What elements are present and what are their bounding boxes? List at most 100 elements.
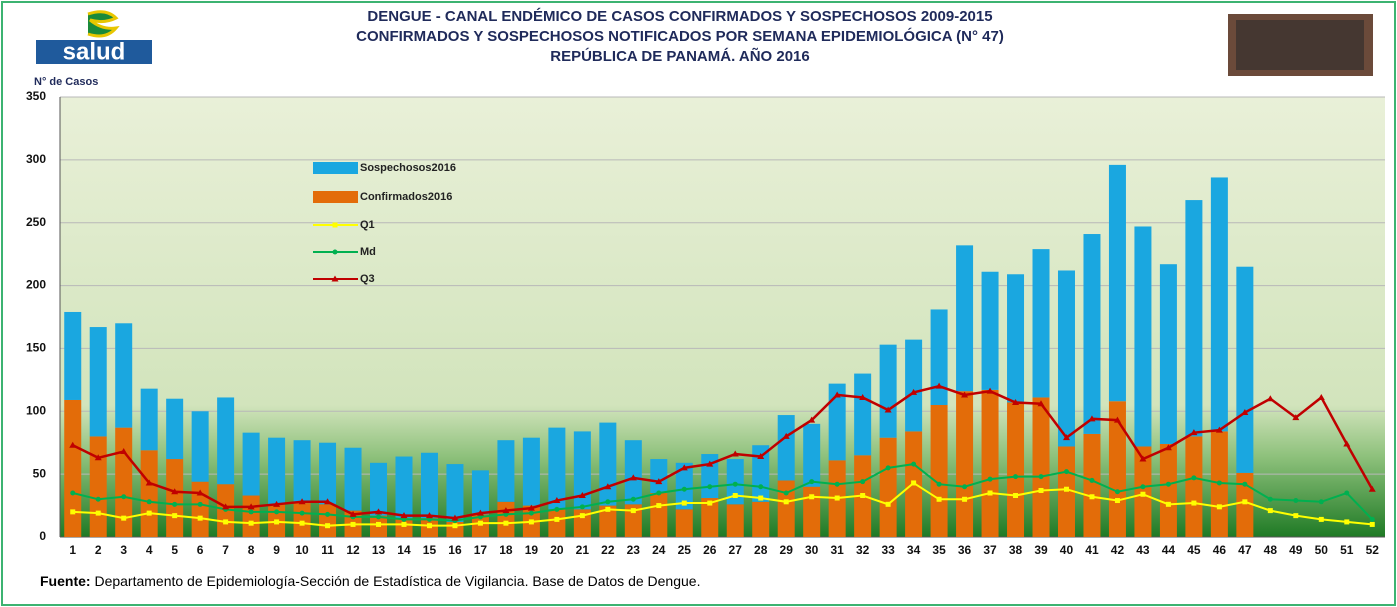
point [962,484,967,489]
bar [1083,234,1100,434]
bar [803,487,820,537]
bar [548,509,565,537]
x-tick-label: 20 [550,543,564,557]
bar [676,509,693,537]
bar [319,504,336,537]
point [333,250,338,255]
point [333,223,338,228]
bar [1236,267,1253,473]
bar [64,400,81,537]
x-tick-label: 14 [397,543,411,557]
point [1268,508,1273,513]
legend-label: Sospechosos2016 [360,162,456,174]
point [1039,488,1044,493]
point [401,522,406,527]
bar [90,327,107,436]
point [529,511,534,516]
source-label: Fuente: [40,573,91,589]
x-tick-label: 30 [805,543,819,557]
bar [166,399,183,459]
bar [982,390,999,537]
point [631,497,636,502]
bar [497,502,514,537]
x-tick-label: 35 [932,543,946,557]
legend-label: Md [360,246,376,258]
point [325,512,330,517]
point [1166,482,1171,487]
point [1319,517,1324,522]
bar [880,438,897,537]
y-axis-label: N° de Casos [34,76,98,88]
bar [1033,397,1050,537]
bar [497,440,514,502]
bar [1160,444,1177,537]
bar [523,438,540,506]
point [784,499,789,504]
bar [625,440,642,504]
point [249,509,254,514]
x-tick-label: 11 [321,543,334,557]
point [274,519,279,524]
bar [294,440,311,503]
x-tick-label: 28 [754,543,768,557]
point [1344,519,1349,524]
point [121,516,126,521]
bar [752,502,769,537]
y-tick-label: 0 [39,529,46,543]
bar [1134,226,1151,446]
point [835,482,840,487]
point [733,482,738,487]
bar [905,340,922,432]
bar [370,463,387,516]
bar [192,411,209,481]
x-tick-label: 49 [1289,543,1303,557]
point [656,491,661,496]
legend-label: Q3 [360,273,375,285]
logo-text: salud [63,38,126,65]
bar [650,459,667,493]
x-tick-label: 44 [1162,543,1176,557]
bar [599,423,616,506]
chart-title: REPÚBLICA DE PANAMÁ. AÑO 2016 [550,47,809,65]
point [198,502,203,507]
point [1013,474,1018,479]
point [1370,522,1375,527]
bar [1185,436,1202,537]
point [1140,492,1145,497]
point [1242,499,1247,504]
x-tick-label: 12 [346,543,360,557]
bar [395,457,412,519]
bar [854,374,871,456]
point [580,504,585,509]
bar [294,503,311,537]
point [1217,504,1222,509]
point [351,522,356,527]
x-tick-label: 47 [1238,543,1252,557]
x-tick-label: 9 [273,543,280,557]
x-tick-label: 18 [499,543,513,557]
chart-title: CONFIRMADOS Y SOSPECHOSOS NOTIFICADOS PO… [356,27,1004,45]
point [1064,469,1069,474]
point [707,501,712,506]
point [376,514,381,519]
point [809,494,814,499]
point [1293,513,1298,518]
bar [1185,200,1202,436]
point [70,509,75,514]
y-tick-label: 200 [26,278,46,292]
x-tick-label: 19 [525,543,539,557]
source-text: Departamento de Epidemiología-Sección de… [94,573,700,589]
legend-label: Confirmados2016 [360,191,452,203]
point [121,494,126,499]
point [529,519,534,524]
bar [1058,270,1075,446]
bar [319,443,336,505]
x-tick-label: 41 [1085,543,1099,557]
x-tick-label: 15 [423,543,437,557]
bar [1211,177,1228,431]
legend-swatch [313,162,358,174]
bar [217,397,234,484]
point [1140,484,1145,489]
point [860,479,865,484]
point [1166,502,1171,507]
